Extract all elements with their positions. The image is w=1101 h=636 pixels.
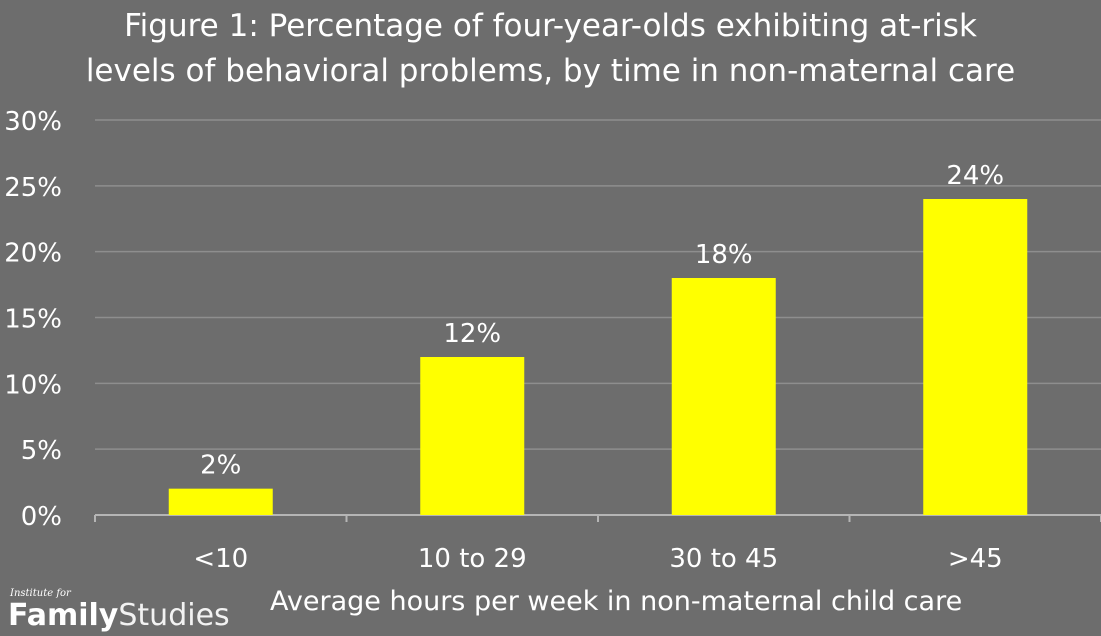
logo-institute-text: Institute for — [10, 588, 71, 599]
x-tick-label: <10 — [193, 544, 248, 574]
x-tick-label: 30 to 45 — [669, 544, 778, 574]
x-tick-label: >45 — [948, 544, 1003, 574]
data-label: 2% — [200, 451, 241, 481]
x-axis-label: Average hours per week in non-maternal c… — [270, 586, 963, 617]
data-label: 24% — [946, 161, 1004, 191]
y-tick-label: 0% — [21, 502, 62, 532]
bar — [923, 199, 1028, 515]
y-tick-label: 15% — [4, 305, 62, 335]
logo-family-studies: FamilyStudies — [8, 598, 230, 633]
data-label: 18% — [695, 240, 753, 270]
y-tick-label: 30% — [4, 107, 62, 137]
logo-word-family: Family — [8, 598, 119, 633]
chart-title-line-1: Figure 1: Percentage of four-year-olds e… — [124, 8, 977, 44]
data-label: 12% — [443, 319, 501, 349]
x-tick-label: 10 to 29 — [418, 544, 527, 574]
chart-title-line-2: levels of behavioral problems, by time i… — [85, 53, 1016, 89]
bar — [420, 357, 525, 515]
y-tick-label: 5% — [21, 436, 62, 466]
y-tick-label: 10% — [4, 370, 62, 400]
logo-word-studies: Studies — [118, 598, 230, 633]
y-tick-label: 25% — [4, 173, 62, 203]
y-tick-label: 20% — [4, 239, 62, 269]
bar — [671, 278, 776, 515]
bar — [168, 488, 273, 515]
